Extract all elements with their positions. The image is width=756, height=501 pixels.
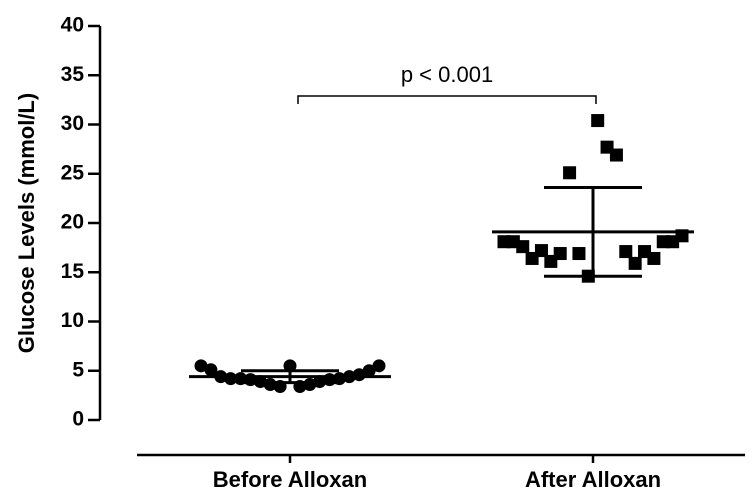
y-tick-label: 10 <box>61 309 84 332</box>
x-tick-label: Before Alloxan <box>213 467 367 492</box>
data-point <box>534 244 548 258</box>
data-point <box>609 148 623 162</box>
data-point <box>553 247 567 261</box>
y-tick-label: 0 <box>72 408 84 431</box>
y-tick-label: 40 <box>61 14 84 37</box>
y-tick-label: 20 <box>61 211 84 234</box>
data-point <box>204 363 218 377</box>
y-tick-label: 35 <box>61 63 85 86</box>
y-axis-label: Glucose Levels (mmol/L) <box>14 93 39 353</box>
y-tick-label: 30 <box>61 112 84 135</box>
data-point <box>647 251 661 265</box>
y-tick-label: 25 <box>61 161 85 184</box>
data-point <box>283 359 297 373</box>
data-point <box>516 240 530 254</box>
data-point <box>362 364 376 378</box>
data-point <box>591 114 605 128</box>
y-tick-label: 5 <box>72 358 84 381</box>
data-point <box>372 359 386 373</box>
data-point <box>619 245 633 259</box>
significance-bracket <box>297 95 597 104</box>
x-tick-label: After Alloxan <box>525 467 661 492</box>
annotation: p < 0.001 <box>401 62 493 87</box>
y-tick-label: 15 <box>61 260 85 283</box>
data-point <box>194 359 208 373</box>
data-point <box>572 247 586 261</box>
data-point <box>563 166 577 180</box>
data-point <box>628 256 642 270</box>
